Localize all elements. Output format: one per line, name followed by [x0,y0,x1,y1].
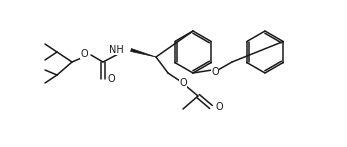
Text: O: O [179,78,187,88]
Text: O: O [211,67,219,77]
Polygon shape [130,49,156,57]
Text: O: O [81,49,88,59]
Text: NH: NH [109,45,124,55]
Text: O: O [216,102,223,112]
Text: O: O [108,74,116,84]
